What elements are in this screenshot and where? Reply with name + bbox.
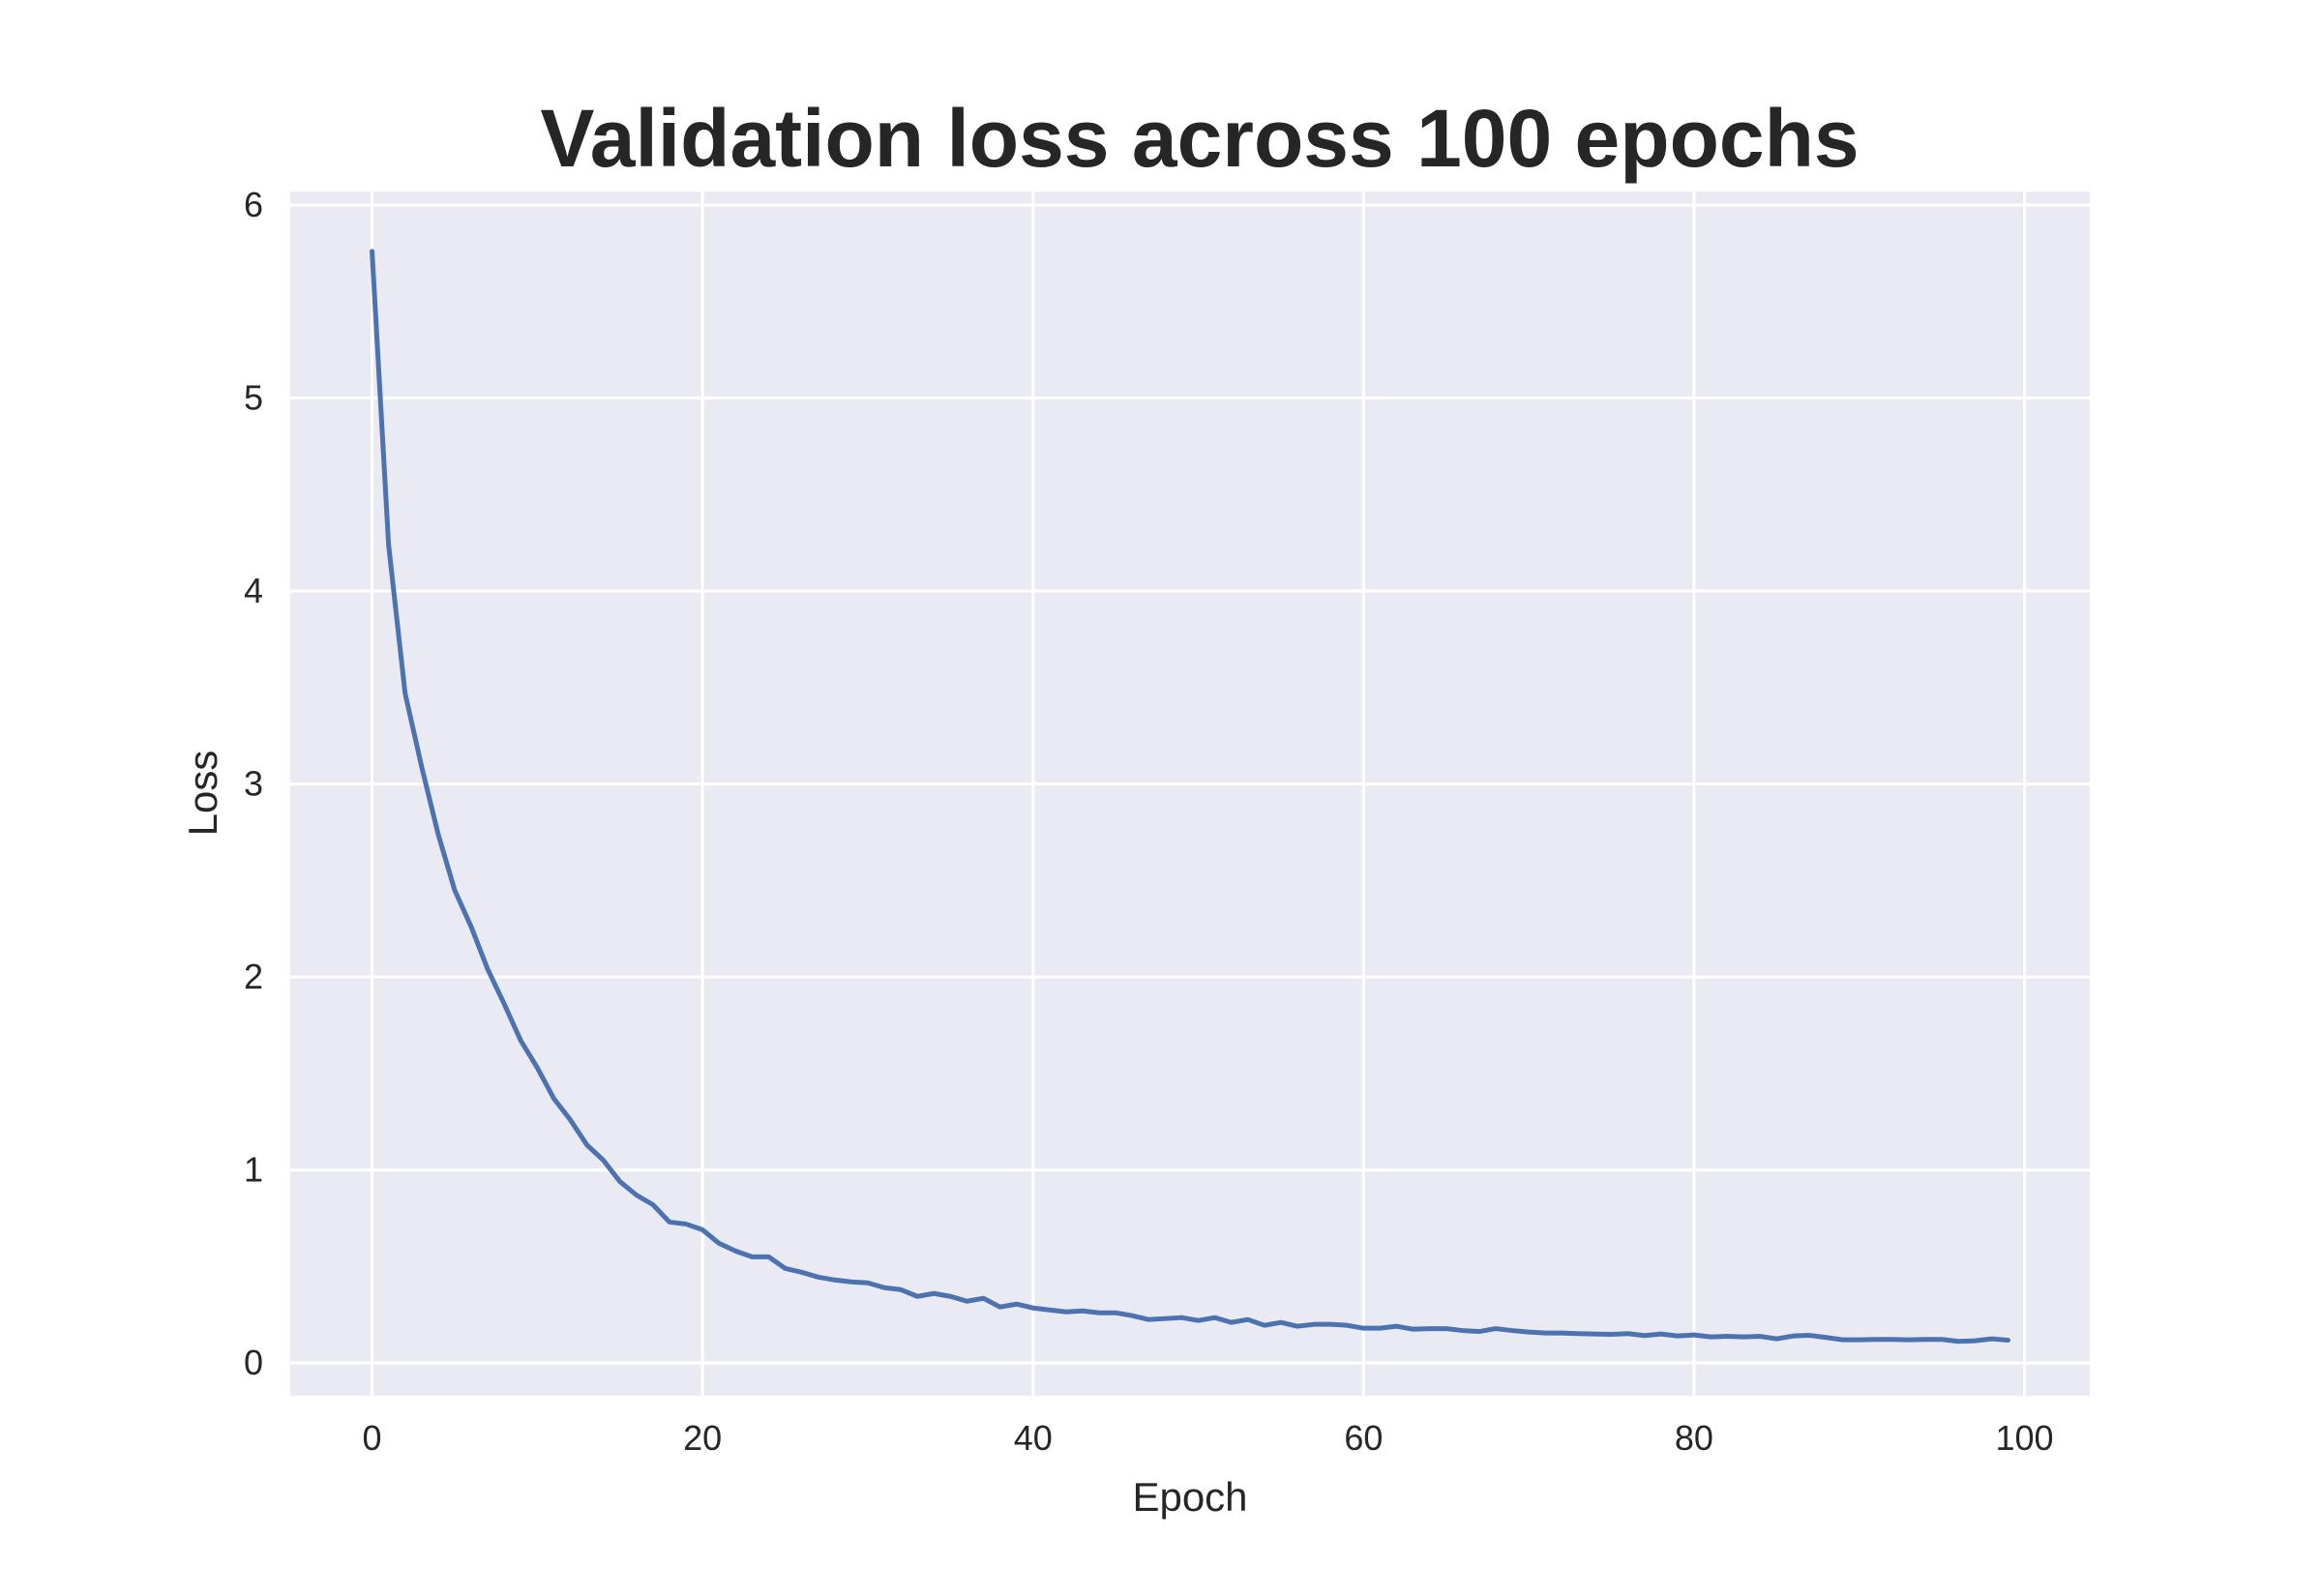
plot-area — [290, 192, 2090, 1396]
tick-labels: 0 20 40 60 80 100 0 1 2 3 4 5 6 — [244, 185, 2054, 1458]
x-tick-label: 80 — [1675, 1418, 1713, 1458]
x-tick-label: 20 — [683, 1418, 722, 1458]
series-layer — [370, 249, 2010, 1345]
x-tick-label: 60 — [1344, 1418, 1383, 1458]
chart-title: Validation loss across 100 epochs — [540, 93, 1859, 184]
y-tick-label: 4 — [244, 571, 263, 610]
x-tick-label: 40 — [1014, 1418, 1053, 1458]
y-axis-label: Loss — [180, 751, 225, 837]
y-tick-label: 1 — [244, 1150, 263, 1190]
loss-series-line — [370, 249, 2010, 1345]
y-tick-label: 2 — [244, 957, 263, 996]
y-tick-label: 5 — [244, 377, 263, 417]
grid-lines — [290, 192, 2090, 1396]
x-axis-label: Epoch — [1132, 1474, 1247, 1520]
x-tick-label: 100 — [1995, 1418, 2053, 1458]
y-tick-label: 3 — [244, 764, 263, 804]
y-tick-label: 6 — [244, 185, 263, 224]
x-tick-label: 0 — [363, 1418, 382, 1458]
y-tick-label: 0 — [244, 1343, 263, 1382]
